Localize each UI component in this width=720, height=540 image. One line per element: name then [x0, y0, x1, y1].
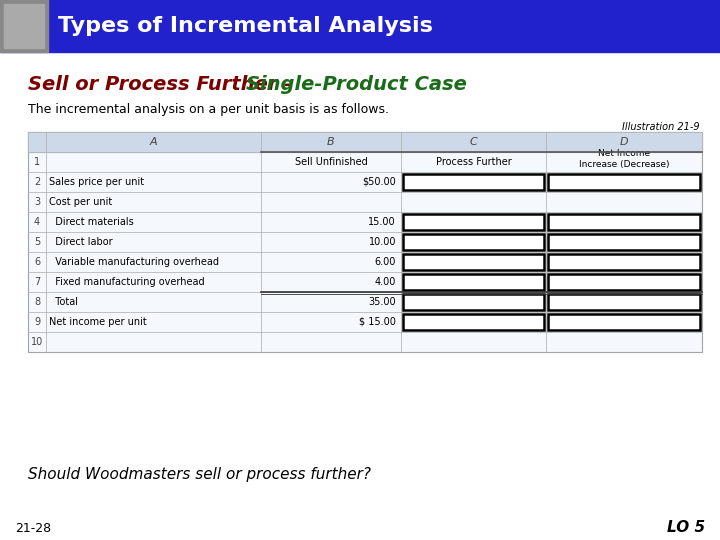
- Text: LO 5: LO 5: [667, 521, 705, 536]
- Text: Single-Product Case: Single-Product Case: [246, 76, 467, 94]
- Text: C: C: [469, 137, 477, 147]
- Text: Types of Incremental Analysis: Types of Incremental Analysis: [58, 16, 433, 36]
- Text: Cost per unit: Cost per unit: [49, 197, 112, 207]
- Bar: [403, 174, 544, 190]
- Text: Process Further: Process Further: [436, 157, 511, 167]
- Bar: [28, 132, 702, 152]
- Bar: [403, 214, 544, 230]
- Text: 6.00: 6.00: [374, 257, 396, 267]
- Text: 8: 8: [34, 297, 40, 307]
- Text: 10: 10: [31, 337, 43, 347]
- Text: A: A: [150, 137, 157, 147]
- Text: Net income per unit: Net income per unit: [49, 317, 147, 327]
- Bar: [403, 294, 544, 310]
- Text: The incremental analysis on a per unit basis is as follows.: The incremental analysis on a per unit b…: [28, 104, 389, 117]
- Bar: [403, 254, 544, 270]
- Text: $50.00: $50.00: [362, 177, 396, 187]
- Bar: [548, 254, 700, 270]
- Bar: [403, 314, 544, 330]
- Text: Variable manufacturing overhead: Variable manufacturing overhead: [49, 257, 219, 267]
- Bar: [403, 234, 544, 250]
- Bar: [4, 4, 44, 48]
- Text: D: D: [620, 137, 629, 147]
- Text: B: B: [327, 137, 335, 147]
- Bar: [0, 0, 48, 52]
- Bar: [0, 0, 720, 52]
- Text: Sell Unfinished: Sell Unfinished: [294, 157, 367, 167]
- Text: Fixed manufacturing overhead: Fixed manufacturing overhead: [49, 277, 204, 287]
- Text: Total: Total: [49, 297, 78, 307]
- Text: 2: 2: [34, 177, 40, 187]
- Bar: [28, 132, 702, 352]
- Text: 35.00: 35.00: [369, 297, 396, 307]
- Text: 5: 5: [34, 237, 40, 247]
- Bar: [548, 214, 700, 230]
- Text: Should Woodmasters sell or process further?: Should Woodmasters sell or process furth…: [28, 468, 371, 483]
- Bar: [548, 274, 700, 290]
- Bar: [548, 174, 700, 190]
- Text: 9: 9: [34, 317, 40, 327]
- Text: 1: 1: [34, 157, 40, 167]
- Text: 21-28: 21-28: [15, 522, 51, 535]
- Text: 3: 3: [34, 197, 40, 207]
- Text: Sell or Process Further -: Sell or Process Further -: [28, 76, 299, 94]
- Text: Direct materials: Direct materials: [49, 217, 134, 227]
- Text: Direct labor: Direct labor: [49, 237, 112, 247]
- Text: 4: 4: [34, 217, 40, 227]
- Text: 6: 6: [34, 257, 40, 267]
- Text: 15.00: 15.00: [369, 217, 396, 227]
- Bar: [548, 294, 700, 310]
- Text: Illustration 21-9: Illustration 21-9: [622, 122, 700, 132]
- Text: 10.00: 10.00: [369, 237, 396, 247]
- Text: 7: 7: [34, 277, 40, 287]
- Bar: [548, 314, 700, 330]
- Text: Net Income
Increase (Decrease): Net Income Increase (Decrease): [579, 149, 670, 169]
- Text: 4.00: 4.00: [374, 277, 396, 287]
- Text: $ 15.00: $ 15.00: [359, 317, 396, 327]
- Text: Sales price per unit: Sales price per unit: [49, 177, 144, 187]
- Bar: [548, 234, 700, 250]
- Bar: [403, 274, 544, 290]
